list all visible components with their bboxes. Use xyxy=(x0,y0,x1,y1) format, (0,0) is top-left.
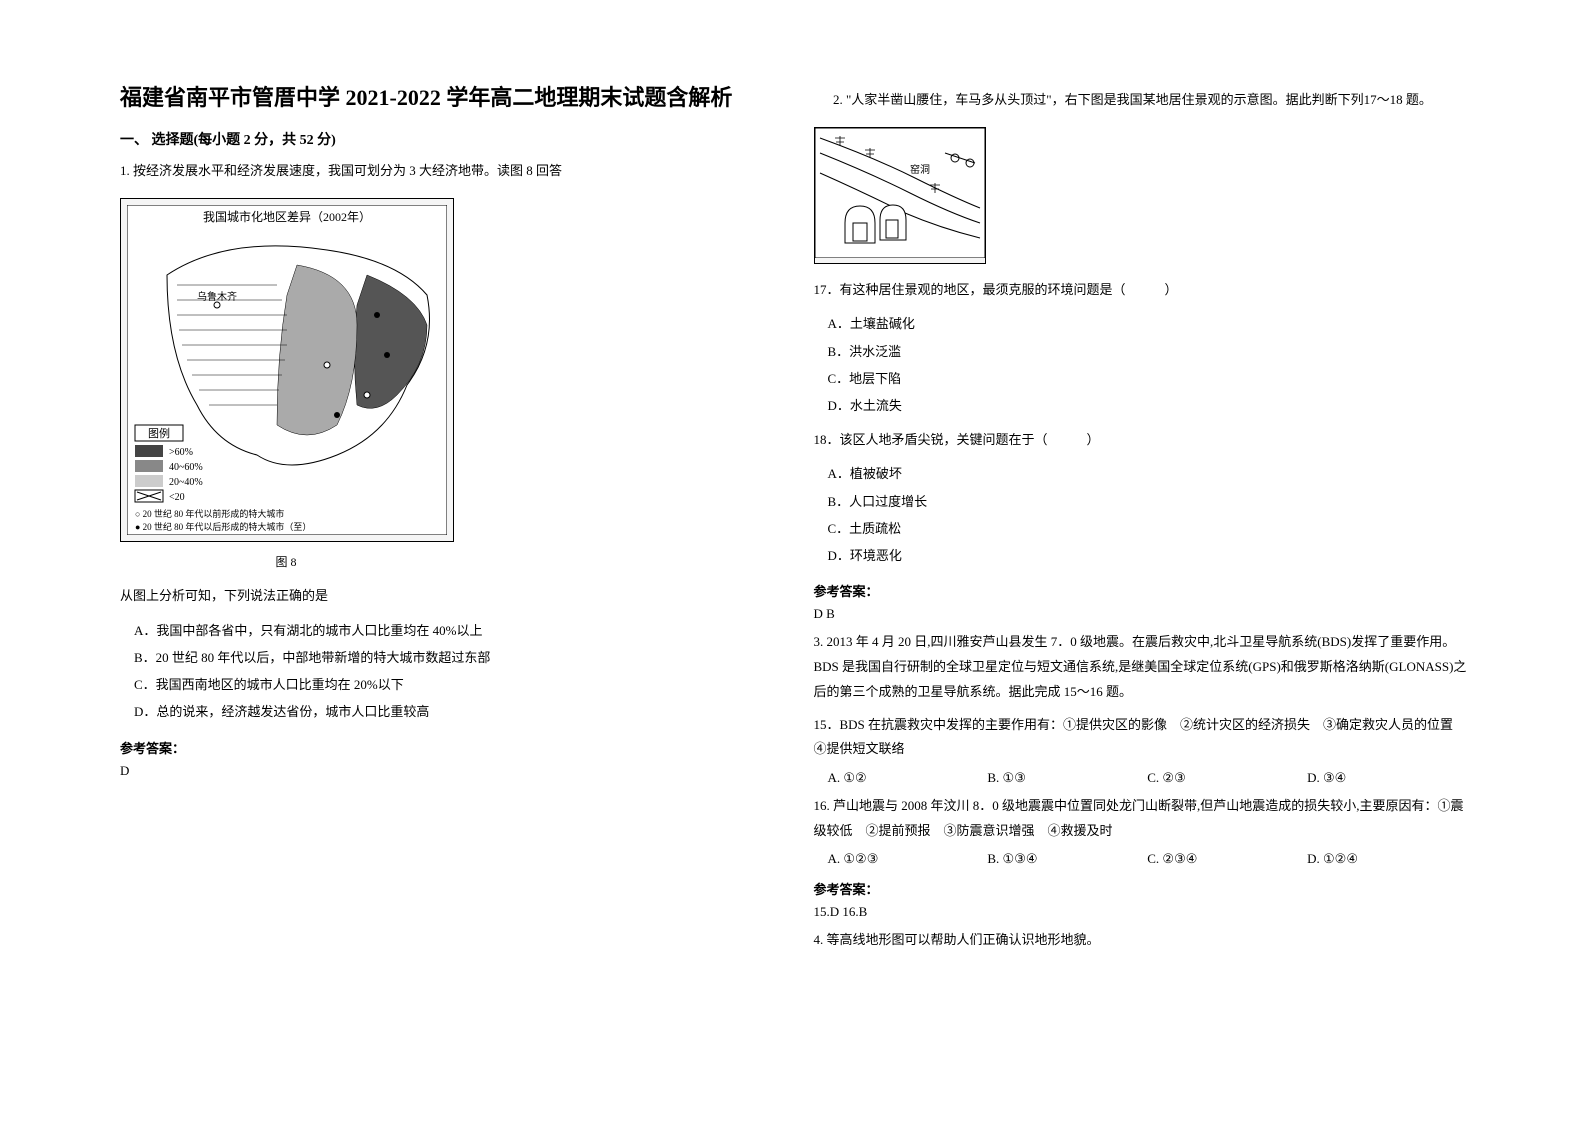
svg-text:○ 20 世纪 80 年代以前形成的特大城市: ○ 20 世纪 80 年代以前形成的特大城市 xyxy=(135,508,284,519)
svg-text:20~40%: 20~40% xyxy=(169,477,203,488)
page-title: 福建省南平市管厝中学 2021-2022 学年高二地理期末试题含解析 xyxy=(120,80,774,115)
q3-answer: 15.D 16.B xyxy=(814,904,1468,920)
q15-a: A. ①② xyxy=(828,770,988,786)
svg-text:● 20 世纪 80 年代以后形成的特大城市（至）: ● 20 世纪 80 年代以后形成的特大城市（至） xyxy=(135,521,311,532)
q1-option-b: B．20 世纪 80 年代以后，中部地带新增的特大城市数超过东部 xyxy=(134,644,774,671)
q2-answer: D B xyxy=(814,606,1468,622)
q16-text: 16. 芦山地震与 2008 年汶川 8．0 级地震震中位置同处龙门山断裂带,但… xyxy=(814,794,1468,843)
q1-figure: 我国城市化地区差异（2002年） xyxy=(120,198,774,570)
q17-b: B．洪水泛滥 xyxy=(828,338,1468,365)
cave-svg: 窑洞 xyxy=(815,128,985,258)
q18-d: D．环境恶化 xyxy=(828,542,1468,569)
svg-text:40~60%: 40~60% xyxy=(169,462,203,473)
q15-c: C. ②③ xyxy=(1147,770,1307,786)
svg-text:<20: <20 xyxy=(169,492,185,503)
q2-answer-label: 参考答案： xyxy=(814,581,1468,600)
q16-b: B. ①③④ xyxy=(987,851,1147,867)
china-map-svg: 我国城市化地区差异（2002年） xyxy=(127,205,447,535)
q1-option-a: A．我国中部各省中，只有湖北的城市人口比重均在 40%以上 xyxy=(134,617,774,644)
q2-stem: 2. "人家半凿山腰住，车马多从头顶过"，右下图是我国某地居住景观的示意图。据此… xyxy=(814,88,1468,113)
q17-d: D．水土流失 xyxy=(828,392,1468,419)
map-title: 我国城市化地区差异（2002年） xyxy=(203,209,371,224)
q2-figure: 窑洞 xyxy=(814,127,1468,264)
svg-text:窑洞: 窑洞 xyxy=(910,163,930,176)
q16-a: A. ①②③ xyxy=(828,851,988,867)
q3-stem: 3. 2013 年 4 月 20 日,四川雅安芦山县发生 7．0 级地震。在震后… xyxy=(814,630,1468,704)
q1-prompt: 从图上分析可知，下列说法正确的是 xyxy=(120,584,774,609)
map-figure: 我国城市化地区差异（2002年） xyxy=(120,198,454,542)
q17-a: A．土壤盐碱化 xyxy=(828,310,1468,337)
q17-c: C．地层下陷 xyxy=(828,365,1468,392)
city-label: 乌鲁木齐 xyxy=(197,290,237,303)
svg-text:图例: 图例 xyxy=(148,426,170,440)
cave-figure: 窑洞 xyxy=(814,127,986,264)
q16-d: D. ①②④ xyxy=(1307,851,1467,867)
q15-d: D. ③④ xyxy=(1307,770,1467,786)
q16-c: C. ②③④ xyxy=(1147,851,1307,867)
q15-text: 15．BDS 在抗震救灾中发挥的主要作用有：①提供灾区的影像 ②统计灾区的经济损… xyxy=(814,713,1468,762)
figure-caption: 图 8 xyxy=(120,553,452,570)
q4-stem: 4. 等高线地形图可以帮助人们正确认识地形地貌。 xyxy=(814,928,1468,953)
q1-stem: 1. 按经济发展水平和经济发展速度，我国可划分为 3 大经济地带。读图 8 回答 xyxy=(120,159,774,184)
q18-b: B．人口过度增长 xyxy=(828,488,1468,515)
svg-text:>60%: >60% xyxy=(169,447,193,458)
section-heading: 一、 选择题(每小题 2 分，共 52 分) xyxy=(120,129,774,149)
q1-answer: D xyxy=(120,763,774,779)
q18-a: A．植被破坏 xyxy=(828,460,1468,487)
q18-text: 18．该区人地矛盾尖锐，关键问题在于（ ） xyxy=(814,428,1468,453)
q15-options: A. ①② B. ①③ C. ②③ D. ③④ xyxy=(828,770,1468,786)
q17-text: 17．有这种居住景观的地区，最须克服的环境问题是（ ） xyxy=(814,278,1468,303)
q18-c: C．土质疏松 xyxy=(828,515,1468,542)
q1-option-c: C．我国西南地区的城市人口比重均在 20%以下 xyxy=(134,671,774,698)
q3-answer-label: 参考答案： xyxy=(814,879,1468,898)
q15-b: B. ①③ xyxy=(987,770,1147,786)
q1-answer-label: 参考答案： xyxy=(120,738,774,757)
q16-options: A. ①②③ B. ①③④ C. ②③④ D. ①②④ xyxy=(828,851,1468,867)
q1-option-d: D．总的说来，经济越发达省份，城市人口比重较高 xyxy=(134,698,774,725)
